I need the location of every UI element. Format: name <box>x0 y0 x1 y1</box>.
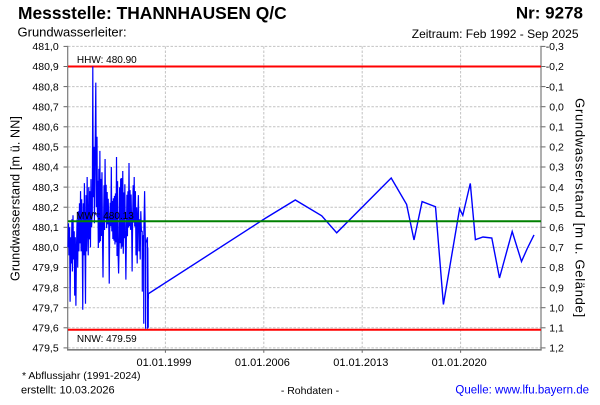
svg-text:480,6: 480,6 <box>32 122 58 134</box>
svg-text:Nr: 9278: Nr: 9278 <box>516 4 583 23</box>
svg-text:1,0: 1,0 <box>549 302 564 314</box>
svg-text:0,1: 0,1 <box>549 122 564 134</box>
svg-text:NNW: 479.59: NNW: 479.59 <box>77 334 137 345</box>
svg-text:0,8: 0,8 <box>549 262 564 274</box>
svg-text:480,9: 480,9 <box>32 61 58 73</box>
svg-text:MW*: 480.13: MW*: 480.13 <box>76 211 134 222</box>
svg-text:0,5: 0,5 <box>549 202 564 214</box>
svg-text:01.01.1999: 01.01.1999 <box>136 357 191 369</box>
svg-text:480,7: 480,7 <box>32 101 58 113</box>
svg-text:480,2: 480,2 <box>32 202 58 214</box>
svg-text:479,9: 479,9 <box>32 262 58 274</box>
svg-text:480,5: 480,5 <box>32 142 58 154</box>
svg-text:erstellt: 10.03.2026: erstellt: 10.03.2026 <box>21 385 115 397</box>
svg-text:1,1: 1,1 <box>549 323 564 335</box>
svg-text:1,2: 1,2 <box>549 343 564 355</box>
svg-text:479,7: 479,7 <box>32 302 58 314</box>
svg-text:* Abflussjahr (1991-2024): * Abflussjahr (1991-2024) <box>22 370 141 382</box>
svg-text:0,9: 0,9 <box>549 282 564 294</box>
svg-text:Grundwasserstand [m ü. NN]: Grundwasserstand [m ü. NN] <box>9 116 23 281</box>
svg-text:480,8: 480,8 <box>32 81 58 93</box>
svg-text:480,0: 480,0 <box>32 242 58 254</box>
svg-text:480,4: 480,4 <box>32 162 58 174</box>
svg-text:Grundwasserleiter:: Grundwasserleiter: <box>18 25 127 40</box>
svg-text:481,0: 481,0 <box>32 41 58 53</box>
svg-text:Zeitraum: Feb 1992 - Sep 2025: Zeitraum: Feb 1992 - Sep 2025 <box>412 27 579 41</box>
svg-text:0,2: 0,2 <box>549 142 564 154</box>
svg-text:HHW: 480.90: HHW: 480.90 <box>77 55 137 66</box>
svg-text:0,6: 0,6 <box>549 222 564 234</box>
svg-text:0,4: 0,4 <box>549 182 564 194</box>
svg-text:480,1: 480,1 <box>32 222 58 234</box>
svg-text:01.01.2020: 01.01.2020 <box>432 357 487 369</box>
svg-text:01.01.2006: 01.01.2006 <box>235 357 290 369</box>
svg-text:-0,1: -0,1 <box>546 81 564 93</box>
svg-text:0,0: 0,0 <box>549 101 564 113</box>
svg-text:0,3: 0,3 <box>549 162 564 174</box>
svg-text:479,6: 479,6 <box>32 323 58 335</box>
svg-text:-0,3: -0,3 <box>546 41 564 53</box>
svg-text:01.01.2013: 01.01.2013 <box>333 357 388 369</box>
svg-text:0,7: 0,7 <box>549 242 564 254</box>
svg-text:Messstelle: THANNHAUSEN Q/C: Messstelle: THANNHAUSEN Q/C <box>18 3 287 23</box>
svg-text:Grundwasserstand [m u. Gelände: Grundwasserstand [m u. Gelände] <box>573 98 588 318</box>
svg-text:-0,2: -0,2 <box>546 61 564 73</box>
svg-text:479,5: 479,5 <box>32 343 58 355</box>
svg-text:480,3: 480,3 <box>32 182 58 194</box>
svg-text:479,8: 479,8 <box>32 282 58 294</box>
svg-text:- Rohdaten -: - Rohdaten - <box>281 385 340 397</box>
svg-text:Quelle: www.lfu.bayern.de: Quelle: www.lfu.bayern.de <box>455 385 589 397</box>
